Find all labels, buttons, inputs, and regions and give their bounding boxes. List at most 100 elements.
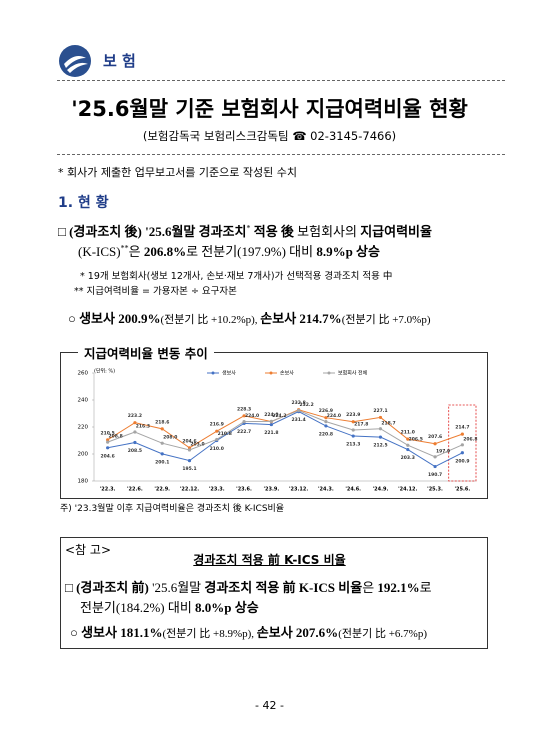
x-tick-label: '24.3. [318, 487, 334, 493]
point [160, 452, 164, 456]
reference-title: 경과조치 적용 前 K-ICS 비율 [193, 553, 346, 567]
legend-marker [211, 371, 215, 375]
text: 로 전분기(197.9%) 대비 [186, 244, 317, 259]
footnote: ** 지급여력비율 = 가용자본 ÷ 요구자본 [74, 286, 237, 297]
text: (K-ICS) [78, 244, 121, 259]
unit: (단위: %) [94, 368, 115, 375]
point [433, 442, 437, 446]
data-label: 232.2 [300, 402, 314, 408]
point [106, 438, 110, 442]
point [269, 422, 273, 427]
legend-marker [269, 371, 273, 375]
reference-label: <참 고> [65, 543, 112, 557]
point [351, 428, 355, 432]
source: (보험감독국 보험리스크감독팀 ☎ 02-3145-7466) [142, 129, 397, 143]
x-tick-label: '23.3. [209, 487, 225, 493]
data-label: 224.0 [245, 413, 259, 419]
data-label: 208.8 [109, 434, 123, 440]
legend-label: 보험회사 전체 [338, 370, 368, 377]
page-number: - 42 - [255, 699, 284, 712]
footnote: * 19개 보험회사(생보 12개사, 손보·재보 7개사)가 선택적용 경과조… [80, 271, 393, 282]
chart: (단위: %) 180 200 220 240 260 '22.3. '22.6. '22.9.… [78, 368, 478, 493]
y-tick-label: 260 [78, 371, 89, 377]
x-tick-label: '24.9. [373, 487, 389, 493]
data-label: 216.3 [136, 423, 150, 429]
note: * 회사가 제출한 업무보고서를 기준으로 작성된 수치 [58, 166, 297, 179]
x-tick-label: '22.12. [180, 487, 199, 493]
chart-box-title: 지급여력비율 변동 추이 [78, 343, 214, 362]
data-label: 210.8 [218, 431, 232, 437]
data-label: 210.5 [101, 430, 115, 436]
section-label: 보 험 [103, 52, 136, 70]
x-tick-label: '25.6. [454, 487, 470, 493]
x-tick-label: '23.12. [289, 487, 308, 493]
x-tick-label: '22.6. [127, 487, 143, 493]
data-label: 206.5 [409, 437, 423, 443]
point [242, 414, 246, 418]
point [406, 443, 410, 447]
point [324, 424, 328, 428]
chart-box [60, 352, 488, 499]
data-label: 207.6 [428, 434, 442, 440]
x-tick-label: '22.9. [154, 487, 170, 493]
legend-label: 손보사 [280, 370, 294, 377]
text: 로 [419, 580, 432, 595]
data-label: 218.7 [381, 420, 395, 426]
data-label: 216.9 [210, 422, 224, 428]
legend-marker [327, 371, 331, 375]
title: '25.6월말 기준 보험회사 지급여력비율 현황 [71, 97, 468, 121]
data-label: 206.8 [463, 436, 477, 442]
text: 은 [362, 580, 378, 595]
text: 경과조치 적용 前 K-ICS 비율 [204, 580, 363, 595]
point [460, 432, 464, 436]
series-line [107, 411, 463, 468]
text: 손보사 214.7% [260, 311, 342, 326]
data-label: 217.8 [354, 421, 368, 427]
bullet-cont: (K-ICS)**은 206.8%로 전분기(197.9%) 대비 8.9%p … [78, 241, 380, 260]
text: 적용 後 [250, 224, 298, 239]
point [215, 437, 219, 442]
text: □ (경과조치 後) '25.6월말 경과조치 [58, 224, 247, 239]
data-label: 223.9 [346, 412, 360, 418]
point [460, 451, 464, 455]
point [133, 440, 137, 445]
text: 은 [128, 244, 144, 259]
sub-bullet: ○ 생보사 200.9%(전분기 比 +10.2%p), 손보사 214.7%(… [68, 308, 431, 327]
reference-box [60, 537, 488, 649]
data-label: 228.3 [237, 406, 251, 412]
reference-bullet-cont: 전분기(184.2%) 대비 8.0%p 상승 [80, 597, 259, 616]
point [433, 464, 437, 469]
text: ○ 생보사 200.9% [68, 311, 161, 326]
point [351, 420, 355, 424]
text: * [246, 223, 251, 233]
point [269, 419, 273, 423]
point [106, 446, 110, 450]
text: □ (경과조치 前) [65, 580, 153, 595]
point [378, 435, 383, 439]
data-label: 200.9 [455, 458, 469, 464]
x-tick-label: '23.9. [263, 487, 279, 493]
text: (전분기 比 +6.7%p) [338, 628, 427, 640]
chart-footnote: 주) '23.3월말 이후 지급여력비율은 경과조치 後 K-ICS비율 [60, 504, 285, 514]
data-label: 226.9 [319, 408, 333, 414]
data-label: 224.2 [272, 413, 286, 419]
data-label: 190.7 [428, 472, 442, 478]
text: 192.1% [377, 580, 420, 595]
text: '25.6월말 [152, 580, 205, 595]
text: 8.0%p 상승 [195, 600, 259, 615]
data-label: 231.4 [292, 417, 306, 423]
data-label: 204.6 [101, 453, 115, 459]
y-tick-label: 220 [78, 425, 89, 431]
data-label: 214.7 [455, 425, 469, 431]
data-label: 232.8 [292, 400, 306, 406]
data-label: 223.2 [128, 413, 142, 419]
point [324, 416, 328, 420]
data-label: 212.5 [373, 443, 387, 449]
y-tick-label: 200 [78, 452, 89, 458]
highlight [448, 404, 477, 482]
data-label: 210.0 [210, 446, 224, 452]
data-label: 208.5 [128, 448, 142, 454]
y-tick-label: 240 [78, 398, 89, 404]
text: (전분기 比 +8.9%p), [162, 628, 257, 640]
text: ** [120, 243, 129, 253]
